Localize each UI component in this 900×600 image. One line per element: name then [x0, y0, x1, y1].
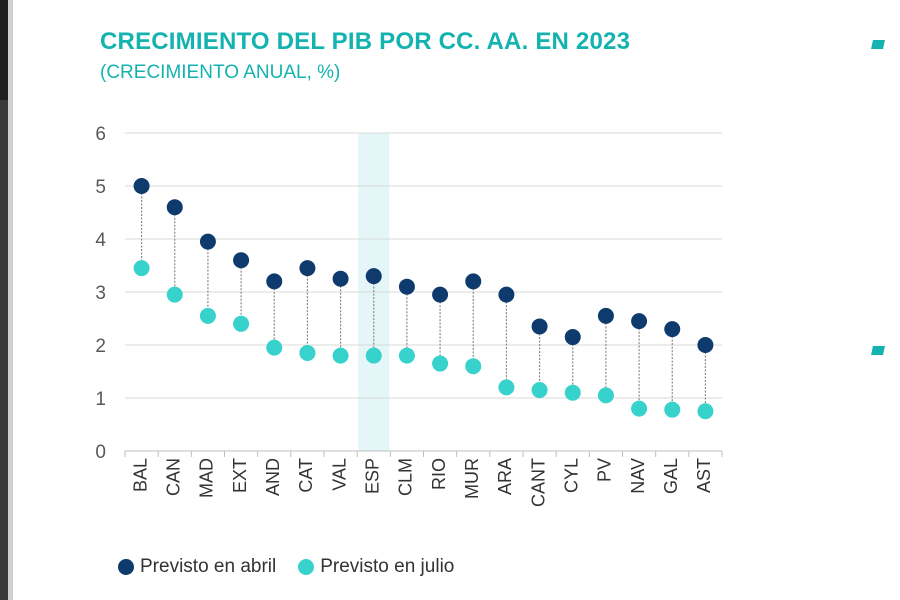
x-tick-label-mur: MUR	[462, 458, 482, 499]
x-tick-label-ara: ARA	[495, 458, 515, 495]
point-april-ext	[233, 252, 250, 269]
y-tick-label: 2	[95, 336, 106, 357]
point-april-esp	[365, 268, 382, 285]
x-tick-label-gal: GAL	[661, 458, 681, 494]
point-july-pv	[597, 387, 614, 404]
x-tick-label-nav: NAV	[628, 458, 648, 494]
point-july-gal	[664, 401, 681, 418]
point-april-and	[266, 273, 283, 290]
left-edge-mark	[0, 0, 8, 100]
x-tick-label-esp: ESP	[363, 458, 383, 494]
x-tick-label-ext: EXT	[230, 458, 250, 493]
x-tick-label-and: AND	[263, 458, 283, 496]
legend-dot-april	[118, 559, 134, 575]
legend-dot-july	[298, 559, 315, 575]
x-tick-label-cant: CANT	[528, 458, 548, 507]
point-april-gal	[664, 321, 681, 338]
point-july-can	[166, 286, 183, 303]
x-tick-label-cyl: CYL	[562, 458, 582, 493]
point-april-cat	[299, 260, 316, 277]
point-july-bal	[133, 260, 150, 277]
point-april-can	[166, 199, 183, 216]
point-july-clm	[398, 347, 415, 364]
y-tick-label: 3	[95, 283, 106, 304]
legend-label-april: Previsto en abril	[140, 556, 277, 577]
x-tick-label-cat: CAT	[296, 458, 316, 493]
x-tick-label-rio: RIO	[429, 458, 449, 490]
point-july-ara	[498, 379, 515, 396]
point-april-nav	[631, 313, 648, 330]
point-april-val	[332, 270, 349, 287]
legend-item-april: Previsto en abril	[118, 556, 276, 578]
point-july-and	[266, 339, 283, 356]
legend-item-july: Previsto en julio	[298, 556, 454, 578]
x-tick-label-val: VAL	[329, 458, 349, 491]
chart-subtitle: (CRECIMIENTO ANUAL, %)	[100, 62, 341, 83]
point-july-cat	[299, 344, 316, 361]
point-july-ext	[233, 315, 250, 332]
point-april-rio	[432, 286, 449, 303]
y-tick-label: 4	[95, 230, 106, 251]
point-april-cyl	[564, 329, 581, 346]
legend-label-july: Previsto en julio	[320, 556, 455, 577]
point-july-rio	[432, 355, 449, 372]
point-april-pv	[597, 307, 614, 324]
point-april-bal	[133, 178, 150, 194]
x-tick-label-bal: BAL	[130, 458, 150, 492]
point-april-ast	[697, 337, 714, 353]
point-july-ast	[697, 403, 714, 420]
point-july-cant	[531, 382, 548, 399]
x-tick-label-mad: MAD	[197, 458, 217, 498]
point-july-mad	[199, 307, 216, 324]
left-edge-bar	[0, 0, 8, 600]
x-tick-label-ast: AST	[694, 458, 714, 493]
y-tick-label: 5	[95, 177, 106, 198]
point-july-cyl	[564, 384, 581, 401]
y-tick-label: 1	[95, 389, 106, 410]
point-july-nav	[631, 400, 648, 417]
y-tick-label: 0	[95, 442, 106, 463]
left-edge-grey	[8, 0, 13, 600]
x-tick-label-can: CAN	[164, 458, 184, 496]
point-july-val	[332, 347, 349, 364]
chart-legend: Previsto en abril Previsto en julio	[118, 556, 476, 578]
point-april-mur	[465, 273, 482, 290]
point-april-clm	[398, 278, 415, 295]
x-tick-label-clm: CLM	[396, 458, 416, 496]
x-tick-label-pv: PV	[595, 458, 615, 482]
y-tick-label: 6	[95, 124, 106, 145]
point-july-mur	[465, 358, 482, 375]
point-april-cant	[531, 318, 548, 335]
point-july-esp	[365, 347, 382, 364]
point-april-ara	[498, 286, 515, 303]
chart-title: CRECIMIENTO DEL PIB POR CC. AA. EN 2023	[100, 28, 631, 55]
point-april-mad	[199, 233, 216, 250]
